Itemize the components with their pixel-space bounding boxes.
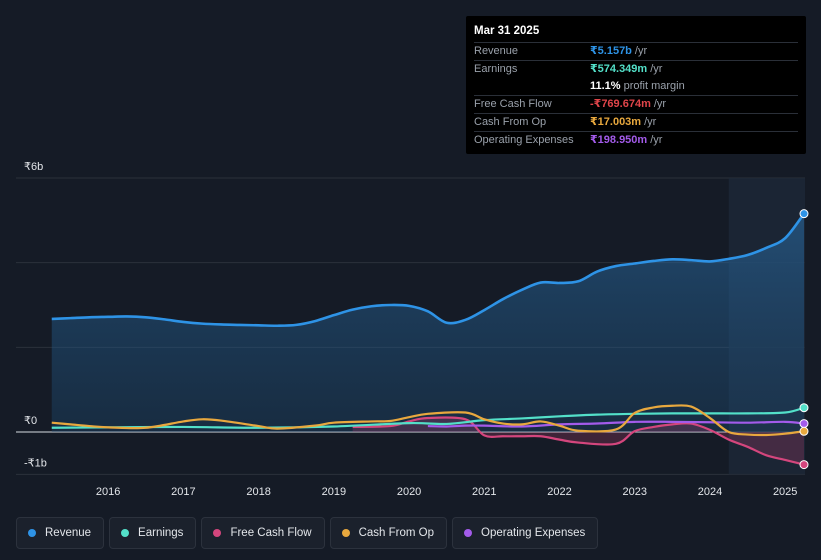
series-layer [51, 209, 809, 470]
x-tick-label: 2021 [472, 486, 496, 498]
tooltip-value: ₹574.349m [590, 63, 648, 75]
y-tick-label: ₹6b [24, 161, 43, 173]
legend-item-revenue[interactable]: Revenue [16, 517, 105, 549]
legend-label: Revenue [45, 527, 92, 539]
x-tick-label: 2024 [698, 486, 722, 498]
chart-canvas: ₹6b ₹0 -₹1b 2016 2017 2018 2019 2020 2021 2022 202… [16, 161, 809, 498]
chart-legend: Revenue Earnings Free Cash Flow Cash Fro… [16, 517, 603, 549]
operating-expenses-line [427, 420, 805, 428]
y-tick-label: -₹1b [24, 457, 47, 469]
legend-dot-icon [213, 529, 222, 537]
legend-item-operating-expenses[interactable]: Operating Expenses [452, 517, 599, 549]
tooltip-value: ₹5.157b [590, 45, 632, 57]
x-tick-label: 2017 [171, 486, 195, 498]
x-tick-label: 2023 [623, 486, 647, 498]
revenue-area [51, 213, 805, 432]
x-tick-label: 2020 [397, 486, 421, 498]
tooltip-label: Revenue [474, 45, 519, 57]
tooltip-value: ₹198.950m [590, 134, 648, 146]
tooltip-row-operating-expenses: Operating Expenses ₹198.950m /yr [474, 131, 798, 149]
tooltip-unit: /yr [650, 134, 663, 146]
tooltip-label: Earnings [474, 63, 518, 75]
legend-label: Operating Expenses [481, 527, 586, 539]
tooltip-unit: /yr [634, 45, 648, 57]
legend-item-cash-from-op[interactable]: Cash From Op [329, 517, 448, 549]
tooltip-unit: profit margin [623, 80, 685, 92]
cash-from-op-endpoint [799, 426, 809, 436]
legend-dot-icon [28, 529, 36, 537]
tooltip-label: Free Cash Flow [474, 98, 552, 110]
tooltip-row-profit-margin: 11.1% profit margin [474, 78, 798, 95]
x-tick-label: 2019 [322, 486, 346, 498]
earnings-line [51, 406, 805, 429]
tooltip-date: Mar 31 2025 [474, 25, 540, 37]
earnings-endpoint [799, 403, 809, 413]
tooltip-row-revenue: Revenue ₹5.157b /yr [474, 42, 798, 60]
tooltip-label: Operating Expenses [474, 134, 574, 146]
x-tick-label: 2018 [246, 486, 270, 498]
free-cash-flow-endpoint [799, 460, 809, 470]
tooltip-label: Cash From Op [474, 116, 547, 128]
tooltip-panel: Mar 31 2025 Revenue ₹5.157b /yr Earnings… [466, 16, 806, 154]
cash-from-op-line [51, 404, 805, 437]
tooltip-row-earnings: Earnings ₹574.349m /yr [474, 60, 798, 78]
legend-label: Cash From Op [358, 527, 435, 539]
free-cash-flow-line [352, 416, 805, 466]
x-tick-label: 2016 [96, 486, 120, 498]
tooltip-unit: /yr [644, 116, 657, 128]
tooltip-unit: /yr [653, 98, 667, 110]
x-tick-label: 2025 [773, 486, 797, 498]
legend-item-free-cash-flow[interactable]: Free Cash Flow [201, 517, 325, 549]
tooltip-row-cash-from-op: Cash From Op ₹17.003m /yr [474, 113, 798, 131]
legend-dot-icon [341, 529, 350, 537]
tooltip-unit: /yr [650, 63, 663, 75]
tooltip-value: ₹17.003m [590, 116, 642, 128]
legend-item-earnings[interactable]: Earnings [109, 517, 197, 549]
tooltip-row-free-cash-flow: Free Cash Flow -₹769.674m /yr [474, 95, 798, 113]
tooltip-value: -₹769.674m [590, 98, 651, 110]
revenue-endpoint [799, 209, 809, 219]
free-cash-flow-area [352, 417, 804, 465]
legend-dot-icon [464, 529, 473, 537]
legend-dot-icon [121, 529, 130, 537]
x-tick-label: 2022 [547, 486, 571, 498]
operating-expenses-endpoint [799, 419, 809, 429]
tooltip-value: 11.1% [590, 80, 621, 92]
revenue-line [51, 212, 806, 328]
legend-label: Earnings [138, 527, 184, 539]
tooltip-label [474, 78, 590, 95]
axis-layer: ₹6b ₹0 -₹1b 2016 2017 2018 2019 2020 2021 2022 202… [24, 161, 797, 498]
legend-label: Free Cash Flow [230, 527, 312, 539]
y-tick-label: ₹0 [24, 415, 37, 427]
